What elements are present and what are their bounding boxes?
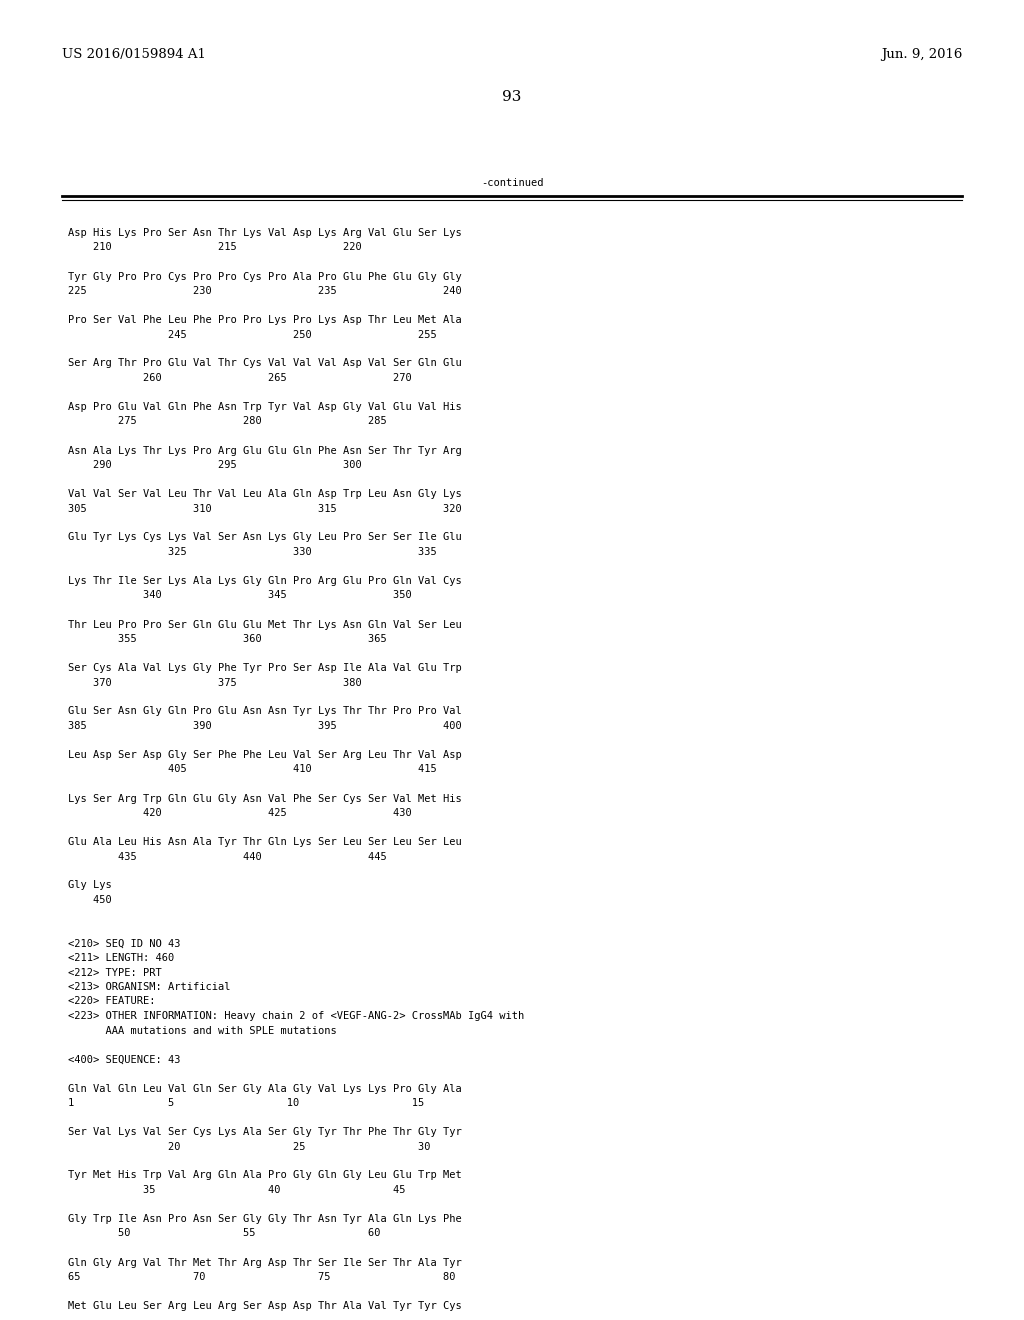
Text: 225                 230                 235                 240: 225 230 235 240 [68, 286, 462, 296]
Text: 305                 310                 315                 320: 305 310 315 320 [68, 503, 462, 513]
Text: Ser Val Lys Val Ser Cys Lys Ala Ser Gly Tyr Thr Phe Thr Gly Tyr: Ser Val Lys Val Ser Cys Lys Ala Ser Gly … [68, 1127, 462, 1137]
Text: <212> TYPE: PRT: <212> TYPE: PRT [68, 968, 162, 978]
Text: 435                 440                 445: 435 440 445 [68, 851, 387, 862]
Text: 275                 280                 285: 275 280 285 [68, 417, 387, 426]
Text: 35                  40                  45: 35 40 45 [68, 1185, 406, 1195]
Text: Asp His Lys Pro Ser Asn Thr Lys Val Asp Lys Arg Val Glu Ser Lys: Asp His Lys Pro Ser Asn Thr Lys Val Asp … [68, 228, 462, 238]
Text: Glu Ser Asn Gly Gln Pro Glu Asn Asn Tyr Lys Thr Thr Pro Pro Val: Glu Ser Asn Gly Gln Pro Glu Asn Asn Tyr … [68, 706, 462, 717]
Text: 50                  55                  60: 50 55 60 [68, 1229, 381, 1238]
Text: Glu Tyr Lys Cys Lys Val Ser Asn Lys Gly Leu Pro Ser Ser Ile Glu: Glu Tyr Lys Cys Lys Val Ser Asn Lys Gly … [68, 532, 462, 543]
Text: Ser Arg Thr Pro Glu Val Thr Cys Val Val Val Asp Val Ser Gln Glu: Ser Arg Thr Pro Glu Val Thr Cys Val Val … [68, 359, 462, 368]
Text: Gln Gly Arg Val Thr Met Thr Arg Asp Thr Ser Ile Ser Thr Ala Tyr: Gln Gly Arg Val Thr Met Thr Arg Asp Thr … [68, 1258, 462, 1267]
Text: Leu Asp Ser Asp Gly Ser Phe Phe Leu Val Ser Arg Leu Thr Val Asp: Leu Asp Ser Asp Gly Ser Phe Phe Leu Val … [68, 750, 462, 760]
Text: <223> OTHER INFORMATION: Heavy chain 2 of <VEGF-ANG-2> CrossMAb IgG4 with: <223> OTHER INFORMATION: Heavy chain 2 o… [68, 1011, 524, 1020]
Text: 355                 360                 365: 355 360 365 [68, 634, 387, 644]
Text: 20                  25                  30: 20 25 30 [68, 1142, 430, 1151]
Text: -continued: -continued [480, 178, 544, 187]
Text: 385                 390                 395                 400: 385 390 395 400 [68, 721, 462, 731]
Text: 450: 450 [68, 895, 112, 906]
Text: Lys Ser Arg Trp Gln Glu Gly Asn Val Phe Ser Cys Ser Val Met His: Lys Ser Arg Trp Gln Glu Gly Asn Val Phe … [68, 793, 462, 804]
Text: Asn Ala Lys Thr Lys Pro Arg Glu Glu Gln Phe Asn Ser Thr Tyr Arg: Asn Ala Lys Thr Lys Pro Arg Glu Glu Gln … [68, 446, 462, 455]
Text: 1               5                  10                  15: 1 5 10 15 [68, 1098, 424, 1107]
Text: 325                 330                 335: 325 330 335 [68, 546, 437, 557]
Text: Val Val Ser Val Leu Thr Val Leu Ala Gln Asp Trp Leu Asn Gly Lys: Val Val Ser Val Leu Thr Val Leu Ala Gln … [68, 488, 462, 499]
Text: 405                 410                 415: 405 410 415 [68, 764, 437, 775]
Text: 65                  70                  75                  80: 65 70 75 80 [68, 1272, 456, 1282]
Text: Gln Val Gln Leu Val Gln Ser Gly Ala Gly Val Lys Lys Pro Gly Ala: Gln Val Gln Leu Val Gln Ser Gly Ala Gly … [68, 1084, 462, 1093]
Text: Jun. 9, 2016: Jun. 9, 2016 [881, 48, 962, 61]
Text: Tyr Gly Pro Pro Cys Pro Pro Cys Pro Ala Pro Glu Phe Glu Gly Gly: Tyr Gly Pro Pro Cys Pro Pro Cys Pro Ala … [68, 272, 462, 281]
Text: <210> SEQ ID NO 43: <210> SEQ ID NO 43 [68, 939, 180, 949]
Text: 420                 425                 430: 420 425 430 [68, 808, 412, 818]
Text: 210                 215                 220: 210 215 220 [68, 243, 361, 252]
Text: <211> LENGTH: 460: <211> LENGTH: 460 [68, 953, 174, 964]
Text: US 2016/0159894 A1: US 2016/0159894 A1 [62, 48, 206, 61]
Text: 340                 345                 350: 340 345 350 [68, 590, 412, 601]
Text: Tyr Met His Trp Val Arg Gln Ala Pro Gly Gln Gly Leu Glu Trp Met: Tyr Met His Trp Val Arg Gln Ala Pro Gly … [68, 1171, 462, 1180]
Text: Gly Lys: Gly Lys [68, 880, 112, 891]
Text: Gly Trp Ile Asn Pro Asn Ser Gly Gly Thr Asn Tyr Ala Gln Lys Phe: Gly Trp Ile Asn Pro Asn Ser Gly Gly Thr … [68, 1214, 462, 1224]
Text: <220> FEATURE:: <220> FEATURE: [68, 997, 156, 1006]
Text: 245                 250                 255: 245 250 255 [68, 330, 437, 339]
Text: 290                 295                 300: 290 295 300 [68, 459, 361, 470]
Text: Glu Ala Leu His Asn Ala Tyr Thr Gln Lys Ser Leu Ser Leu Ser Leu: Glu Ala Leu His Asn Ala Tyr Thr Gln Lys … [68, 837, 462, 847]
Text: Pro Ser Val Phe Leu Phe Pro Pro Lys Pro Lys Asp Thr Leu Met Ala: Pro Ser Val Phe Leu Phe Pro Pro Lys Pro … [68, 315, 462, 325]
Text: Asp Pro Glu Val Gln Phe Asn Trp Tyr Val Asp Gly Val Glu Val His: Asp Pro Glu Val Gln Phe Asn Trp Tyr Val … [68, 403, 462, 412]
Text: AAA mutations and with SPLE mutations: AAA mutations and with SPLE mutations [68, 1026, 337, 1035]
Text: <400> SEQUENCE: 43: <400> SEQUENCE: 43 [68, 1055, 180, 1064]
Text: <213> ORGANISM: Artificial: <213> ORGANISM: Artificial [68, 982, 230, 993]
Text: Ser Cys Ala Val Lys Gly Phe Tyr Pro Ser Asp Ile Ala Val Glu Trp: Ser Cys Ala Val Lys Gly Phe Tyr Pro Ser … [68, 663, 462, 673]
Text: 260                 265                 270: 260 265 270 [68, 374, 412, 383]
Text: Lys Thr Ile Ser Lys Ala Lys Gly Gln Pro Arg Glu Pro Gln Val Cys: Lys Thr Ile Ser Lys Ala Lys Gly Gln Pro … [68, 576, 462, 586]
Text: Met Glu Leu Ser Arg Leu Arg Ser Asp Asp Thr Ala Val Tyr Tyr Cys: Met Glu Leu Ser Arg Leu Arg Ser Asp Asp … [68, 1302, 462, 1311]
Text: 370                 375                 380: 370 375 380 [68, 677, 361, 688]
Text: 93: 93 [503, 90, 521, 104]
Text: Thr Leu Pro Pro Ser Gln Glu Glu Met Thr Lys Asn Gln Val Ser Leu: Thr Leu Pro Pro Ser Gln Glu Glu Met Thr … [68, 619, 462, 630]
